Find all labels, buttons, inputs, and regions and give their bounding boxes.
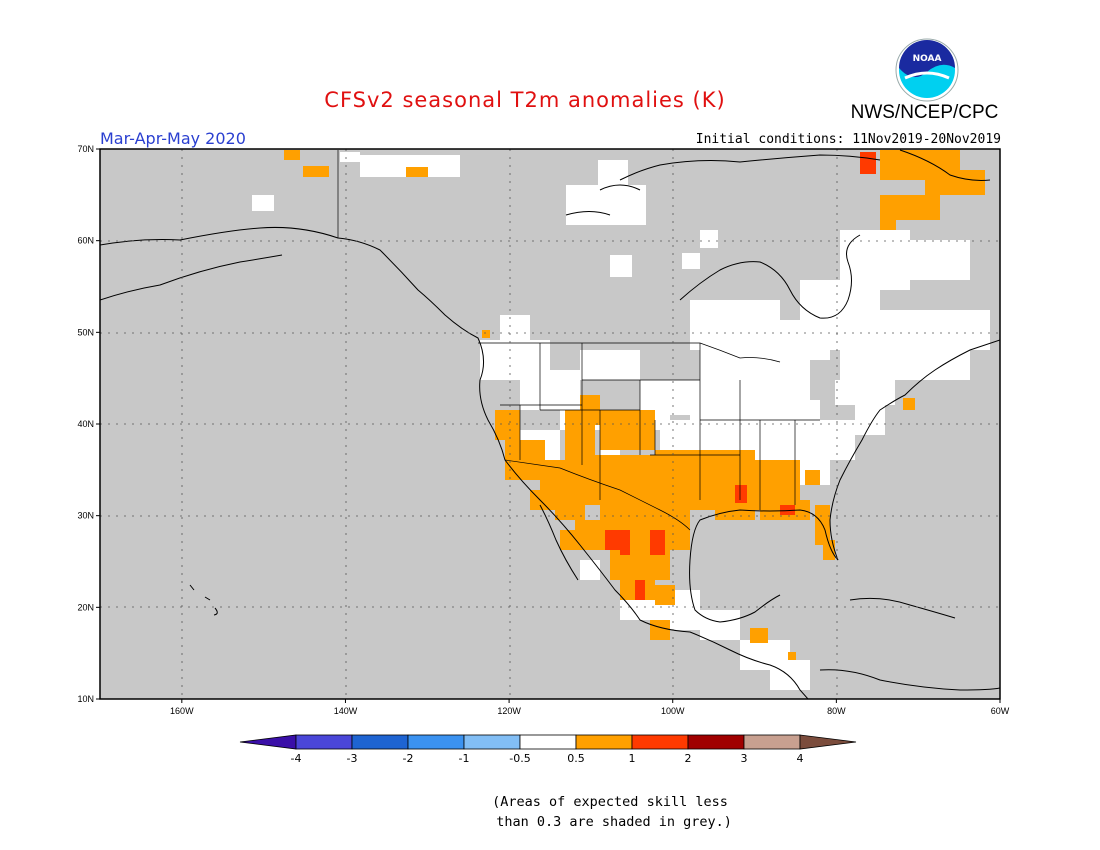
skill-note: (Areas of expected skill less than 0.3 a… — [492, 794, 732, 830]
lon-tick-label: 160W — [170, 706, 194, 716]
lat-tick-label: 40N — [77, 419, 94, 429]
map-figure: 160W 140W 120W 100W 80W 60W 10N 20N 30N 40N 50N 60N… — [77, 144, 1009, 765]
colorbar: -4 -3 -2 -1 -0.5 0.5 1 2 3 4 — [239, 734, 857, 765]
colorbar-label: -1 — [459, 752, 470, 765]
colorbar-box — [351, 734, 409, 750]
lat-tick-label: 50N — [77, 327, 94, 337]
colorbar-label: -0.5 — [509, 752, 530, 765]
lon-tick-label: 120W — [497, 706, 521, 716]
lat-tick-label: 60N — [77, 236, 94, 246]
axis-ticks: 160W 140W 120W 100W 80W 60W 10N 20N 30N 40N 50N 60N… — [77, 144, 1009, 716]
initial-conditions: Initial conditions: 11Nov2019-20Nov2019 — [695, 132, 1001, 147]
colorbar-box — [519, 734, 577, 750]
forecast-period: Mar-Apr-May 2020 — [100, 129, 246, 148]
colorbar-box — [295, 734, 353, 750]
colorbar-label: -2 — [403, 752, 414, 765]
colorbar-label: 2 — [685, 752, 692, 765]
colorbar-label: -3 — [347, 752, 358, 765]
lon-tick-label: 140W — [334, 706, 358, 716]
agency-label: NWS/NCEP/CPC — [850, 102, 999, 123]
colorbar-box — [575, 734, 633, 750]
chart-title: CFSv2 seasonal T2m anomalies (K) — [324, 88, 726, 112]
colorbar-label: 0.5 — [567, 752, 585, 765]
colorbar-label: 4 — [797, 752, 804, 765]
lat-tick-label: 30N — [77, 511, 94, 521]
colorbar-box — [407, 734, 465, 750]
lon-tick-label: 100W — [661, 706, 685, 716]
lat-tick-label: 70N — [77, 144, 94, 154]
colorbar-box — [743, 734, 801, 750]
colorbar-arrow-high — [799, 734, 857, 750]
colorbar-box — [631, 734, 689, 750]
graticule — [100, 149, 1000, 699]
coastlines — [100, 149, 1000, 699]
lat-tick-label: 20N — [77, 602, 94, 612]
anomaly-shading — [100, 149, 1000, 699]
colorbar-label: 3 — [741, 752, 748, 765]
noaa-logo: NOAA — [895, 38, 959, 102]
lon-tick-label: 60W — [991, 706, 1010, 716]
logo-text: NOAA — [913, 54, 942, 64]
colorbar-box — [463, 734, 521, 750]
lat-tick-label: 10N — [77, 694, 94, 704]
political-boundaries — [337, 150, 820, 531]
colorbar-label: 1 — [629, 752, 636, 765]
colorbar-arrow-low — [239, 734, 297, 750]
lon-tick-label: 80W — [827, 706, 846, 716]
colorbar-box — [687, 734, 745, 750]
colorbar-label: -4 — [291, 752, 302, 765]
